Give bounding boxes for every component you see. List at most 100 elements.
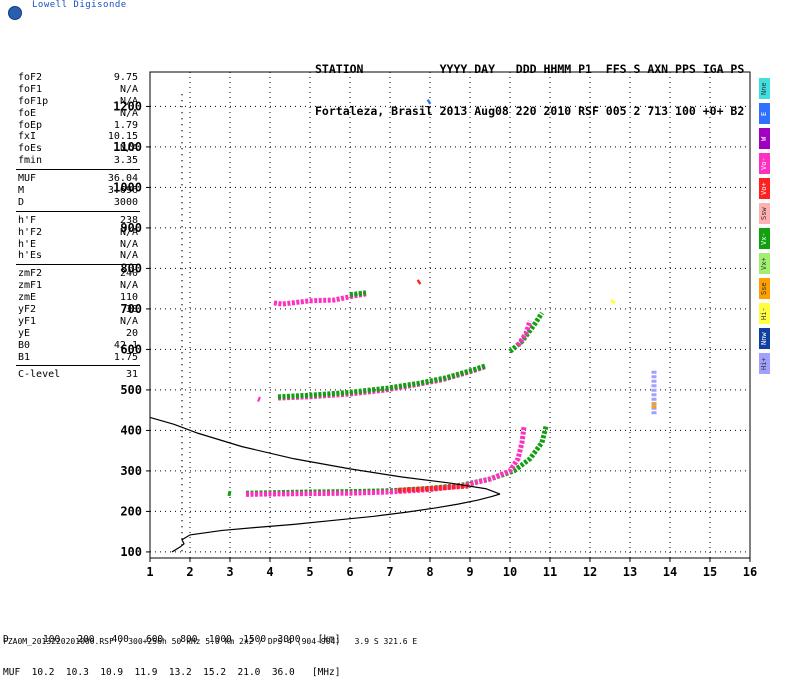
echo-trace xyxy=(515,320,533,347)
echo-trace xyxy=(257,396,261,402)
param-name: B0 xyxy=(18,339,31,351)
param-value: 3.696 xyxy=(107,185,138,197)
param-value: N/A xyxy=(119,83,138,95)
x-tick-label: 15 xyxy=(703,565,717,579)
echo-trace xyxy=(227,490,233,497)
distance-row: D 100 200 400 600 800 1000 1500 3000 [km… xyxy=(3,634,341,645)
logo: Lowell Digisonde xyxy=(8,0,168,22)
muf-table: D 100 200 400 600 800 1000 1500 3000 [km… xyxy=(3,612,340,689)
x-tick-label: 6 xyxy=(346,565,353,579)
legend-swatch: Vx- xyxy=(759,228,770,249)
y-tick-label: 200 xyxy=(120,504,142,518)
legend-swatch: Nnw xyxy=(759,328,770,349)
ionogram-chart: 1 2 3 4 5 6 7 8 9 10 11 12 13 14 15 1610020030040050060… xyxy=(113,71,757,579)
plot-frame xyxy=(149,71,751,559)
x-tick-label: 7 xyxy=(386,565,393,579)
param-row: B1 1.75 xyxy=(16,352,140,364)
muf-row: MUF 10.2 10.3 10.9 11.9 13.2 15.2 21.0 3… xyxy=(3,667,341,678)
echo-trace xyxy=(426,99,432,105)
param-name: foE xyxy=(18,107,37,119)
param-name: yF1 xyxy=(18,315,37,327)
x-tick-label: 1 xyxy=(146,565,153,579)
param-name: h'E xyxy=(18,238,37,250)
param-separator xyxy=(16,264,140,266)
param-value: 10.15 xyxy=(107,131,138,143)
param-name: fxI xyxy=(18,131,37,143)
param-value: N/A xyxy=(119,226,138,238)
globe-icon xyxy=(8,6,22,20)
x-tick-label: 4 xyxy=(266,565,273,579)
profile-upper xyxy=(149,416,501,495)
echo-trace xyxy=(416,279,422,285)
legend-swatch: W xyxy=(759,128,770,149)
param-value: 42.1 xyxy=(113,339,138,351)
echo-trace xyxy=(277,364,487,401)
echo-trace xyxy=(609,298,617,305)
x-tick-label: 3 xyxy=(226,565,233,579)
y-tick-label: 700 xyxy=(120,302,142,316)
echo-trace xyxy=(349,290,367,298)
param-row: h'F2 N/A xyxy=(16,227,140,239)
param-value: N/A xyxy=(119,250,138,262)
y-tick-label: 100 xyxy=(120,545,142,559)
x-tick-label: 14 xyxy=(663,565,677,579)
x-tick-label: 8 xyxy=(426,565,433,579)
logo-text: Lowell Digisonde xyxy=(32,0,127,10)
legend-swatch: Vo- xyxy=(759,153,770,174)
param-name: foF1 xyxy=(18,83,43,95)
param-name: zmF1 xyxy=(18,280,43,292)
param-name: fmin xyxy=(18,155,43,167)
param-value: 20 xyxy=(125,327,138,339)
param-name: h'F2 xyxy=(18,226,43,238)
y-tick-label: 900 xyxy=(120,221,142,235)
param-value: 238 xyxy=(119,214,138,226)
echo-trace xyxy=(245,426,527,497)
y-tick-label: 400 xyxy=(120,423,142,437)
param-row: zmF2 240 xyxy=(16,268,140,280)
param-row: M 3.696 xyxy=(16,185,140,197)
y-tick-label: 500 xyxy=(120,383,142,397)
param-row: h'Es N/A xyxy=(16,250,140,262)
param-value: 31 xyxy=(125,369,138,381)
param-name: zmE xyxy=(18,292,37,304)
x-tick-label: 9 xyxy=(466,565,473,579)
param-value: N/A xyxy=(119,238,138,250)
param-name: foEs xyxy=(18,143,43,155)
param-name: foEp xyxy=(18,119,43,131)
param-row: C-level 31 xyxy=(16,369,140,381)
legend-swatch: E xyxy=(759,103,770,124)
param-row: h'F 238 xyxy=(16,215,140,227)
param-row: B0 42.1 xyxy=(16,340,140,352)
param-value: N/A xyxy=(119,95,138,107)
param-separator xyxy=(16,169,140,171)
param-name: B1 xyxy=(18,351,31,363)
file-info: FZA0M_2013220201000.RSF / 300+256h 50 kH… xyxy=(3,637,418,646)
param-row: yF1 N/A xyxy=(16,316,140,328)
polarization-legend: Nne E W Vo- Vo+ Ssw Vx- Vx+ Sse Hi- Nnw Hi+ xyxy=(759,78,771,378)
header-line-2: Fortaleza, Brasil 2013 Aug08 220 2010 RS… xyxy=(315,104,745,118)
legend-swatch: Ssw xyxy=(759,203,770,224)
scaled-parameters-panel: foF2 9.75 foF1 N/A foF1p N/A foE N/A foEp 1.79 fxI… xyxy=(16,72,140,381)
y-tick-label: 1000 xyxy=(113,180,142,194)
param-row: MUF 36.04 xyxy=(16,173,140,185)
param-value: 9.75 xyxy=(113,72,138,83)
param-row: foE N/A xyxy=(16,108,140,120)
param-row: fmin 3.35 xyxy=(16,155,140,167)
legend-swatch: Hi- xyxy=(759,303,770,324)
param-name: h'Es xyxy=(18,250,43,262)
legend-swatch: Hi+ xyxy=(759,353,770,374)
param-name: h'F xyxy=(18,214,37,226)
echo-trace xyxy=(397,483,471,493)
x-tick-label: 5 xyxy=(306,565,313,579)
param-row: foEp 1.79 xyxy=(16,120,140,132)
param-row: yE 20 xyxy=(16,328,140,340)
param-name: foF2 xyxy=(18,72,43,83)
echo-trace xyxy=(277,363,487,400)
param-row: yF2 38 xyxy=(16,304,140,316)
legend-swatch: Vx+ xyxy=(759,253,770,274)
param-value: 3.35 xyxy=(113,155,138,167)
param-name: D xyxy=(18,196,25,208)
header-line-1: STATION YYYY DAY DDD HHMM P1 FFS S AXN P… xyxy=(315,62,745,76)
echo-trace xyxy=(508,311,545,354)
param-separator xyxy=(16,210,140,212)
